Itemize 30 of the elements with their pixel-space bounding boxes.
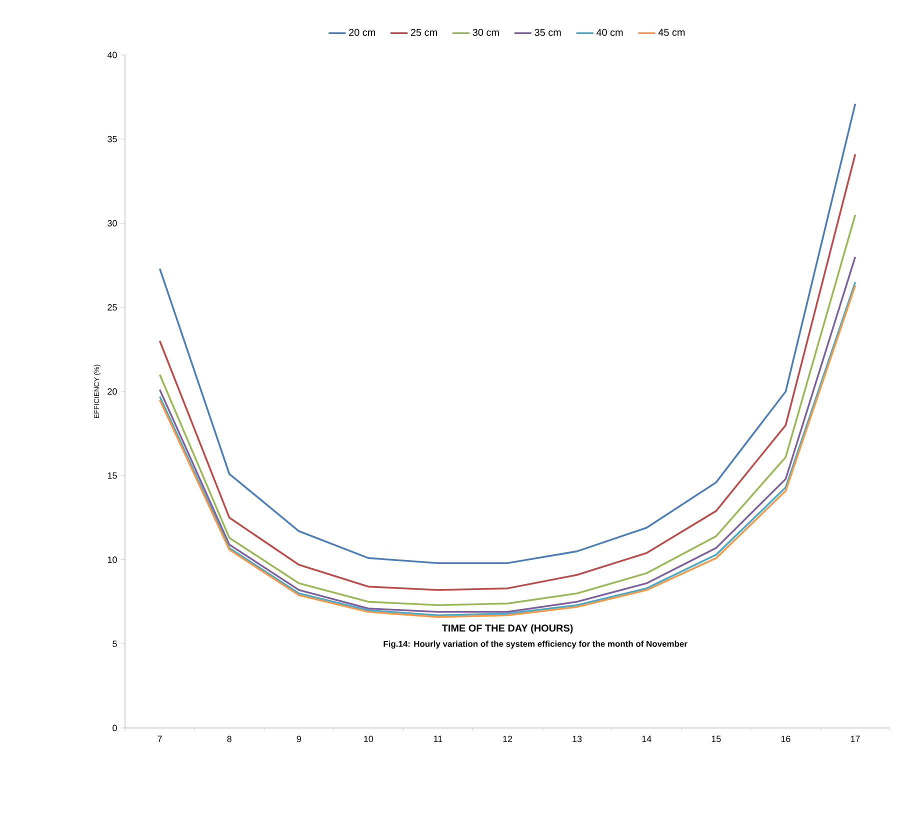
x-tick-label: 17: [850, 736, 860, 742]
legend-label: 35 cm: [534, 28, 561, 36]
y-tick-label: 35: [108, 136, 117, 142]
annotation: Fig.14: Hourly variation of the system efficiency for the month of November: [384, 640, 688, 649]
legend-label: 45 cm: [658, 28, 685, 36]
y-tick-label: 30: [108, 220, 117, 226]
y-tick-label: 5: [112, 640, 117, 647]
x-axis-title: TIME OF THE DAY (HOURS): [442, 624, 573, 634]
legend-label: 30 cm: [472, 28, 499, 36]
x-tick-label: 12: [503, 736, 512, 742]
legend-label: 40 cm: [596, 28, 623, 36]
x-tick-label: 15: [712, 736, 721, 742]
x-tick-label: 8: [227, 736, 232, 742]
x-tick-label: 9: [296, 736, 301, 742]
x-tick-label: 14: [642, 736, 652, 742]
x-tick-label: 13: [572, 736, 582, 742]
x-tick-label: 7: [158, 736, 162, 742]
y-tick-label: 10: [108, 556, 117, 563]
y-tick-label: 0: [112, 724, 117, 732]
x-tick-label: 11: [434, 736, 442, 742]
x-tick-label: 10: [364, 736, 374, 742]
line-series: [158, 102, 856, 564]
y-tick-label: 40: [107, 52, 117, 58]
y-tick-label: 20: [108, 388, 117, 395]
legend-label: 20 cm: [349, 28, 376, 36]
x-tick-label: 16: [781, 736, 790, 742]
y-tick-label: 15: [108, 472, 117, 479]
line-series: [158, 153, 856, 591]
y-tick-label: 25: [108, 304, 117, 311]
legend-label: 25 cm: [410, 28, 437, 36]
